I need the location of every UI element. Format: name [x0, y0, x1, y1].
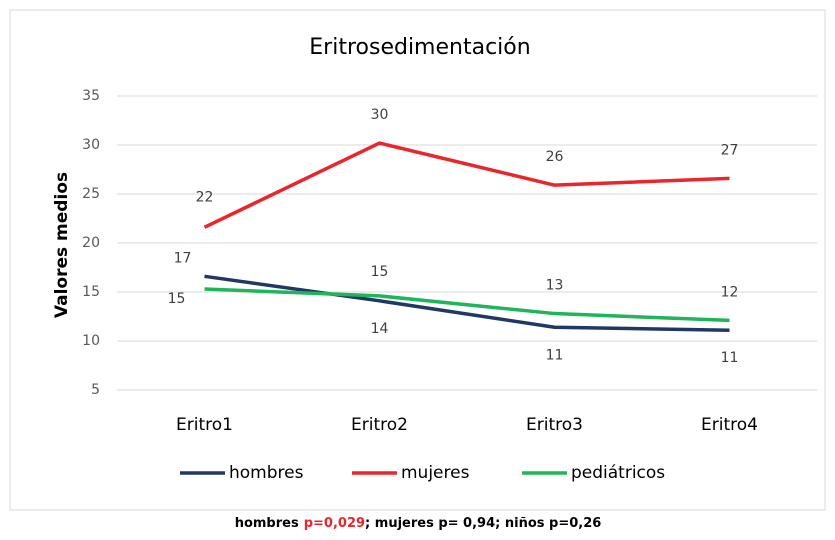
y-tick-label: 25 — [82, 186, 100, 202]
y-tick-label: 10 — [82, 333, 100, 349]
data-label: 15 — [168, 291, 186, 307]
x-tick-label: Eritro1 — [176, 415, 233, 435]
series-line — [204, 287, 730, 323]
data-label: 15 — [371, 264, 389, 280]
data-label: 17 — [174, 250, 192, 266]
data-label: 13 — [546, 278, 564, 294]
data-label: 27 — [721, 142, 739, 158]
series-line — [203, 141, 730, 229]
caption: hombres p=0,029; mujeres p= 0,94; niños p… — [235, 516, 602, 531]
x-tick-label: Eritro3 — [526, 415, 583, 435]
data-label: 11 — [721, 350, 739, 366]
legend-label: mujeres — [401, 463, 470, 483]
caption-part: hombres — [235, 516, 299, 531]
caption-part: ; mujeres p= 0,94; niños p=0,26 — [365, 516, 601, 531]
data-label: 14 — [371, 321, 389, 337]
chart-frame — [9, 9, 826, 511]
data-label: 11 — [546, 347, 564, 363]
data-label: 22 — [196, 189, 214, 205]
y-tick-label: 15 — [82, 284, 100, 300]
y-tick-label: 5 — [91, 382, 100, 398]
data-label: 26 — [546, 149, 564, 165]
y-axis-label: Valores medios — [52, 172, 72, 318]
legend-label: pediátricos — [571, 463, 665, 483]
series-line — [204, 274, 730, 332]
y-tick-label: 30 — [82, 137, 100, 153]
x-tick-label: Eritro2 — [351, 415, 408, 435]
legend-label: hombres — [229, 463, 304, 483]
x-tick-label: Eritro4 — [701, 415, 758, 435]
y-tick-label: 35 — [82, 88, 100, 104]
data-label: 12 — [721, 284, 739, 300]
chart-title: Eritrosedimentación — [309, 35, 530, 60]
y-tick-label: 20 — [82, 235, 100, 251]
caption-part: p=0,029 — [304, 516, 365, 531]
data-label: 30 — [371, 107, 389, 123]
